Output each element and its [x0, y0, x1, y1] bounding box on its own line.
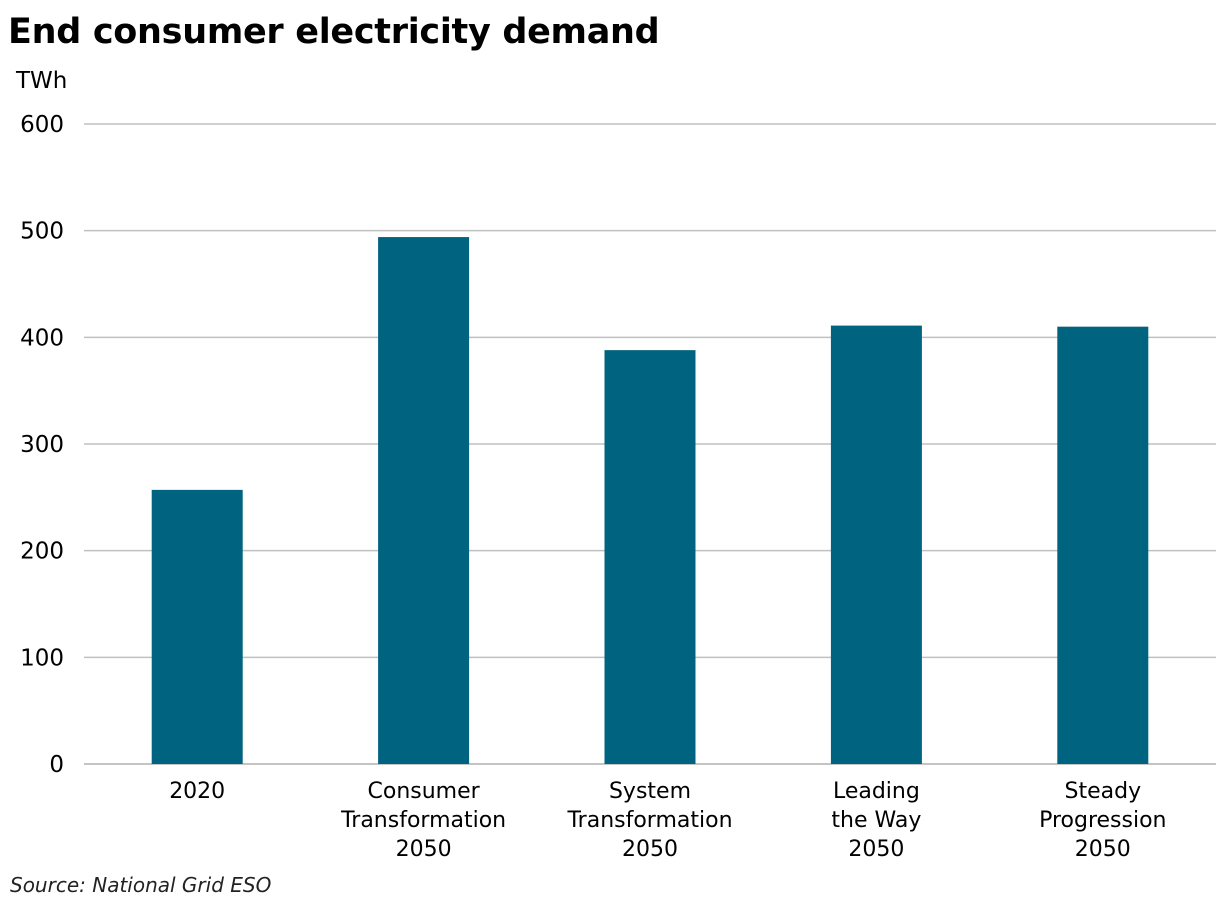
bar [830, 325, 922, 764]
y-axis-unit-label: TWh [15, 68, 67, 94]
y-tick-label: 500 [20, 219, 64, 245]
bar [151, 489, 243, 764]
x-tick-label: System Transformation 2050 [566, 779, 732, 862]
y-tick-label: 400 [20, 325, 64, 351]
x-tick-label: Consumer Transformation 2050 [340, 779, 506, 862]
x-tick-labels: 2020 Consumer Transformation 2050 System Tran… [169, 779, 1166, 862]
bar [378, 237, 470, 765]
y-tick-labels: 0 100 200 300 400 500 600 [20, 112, 64, 778]
y-tick-label: 200 [20, 539, 64, 565]
bar [604, 350, 696, 764]
x-tick-label: Leading the Way 2050 [831, 779, 921, 862]
source-note: Source: National Grid ESO [10, 873, 272, 897]
y-tick-label: 600 [20, 112, 64, 138]
y-tick-label: 100 [20, 645, 64, 671]
bar [1057, 326, 1149, 764]
bars [151, 237, 1149, 765]
x-tick-label: Steady Progression 2050 [1039, 779, 1166, 862]
chart-title: End consumer electricity demand [8, 12, 660, 52]
y-tick-label: 300 [20, 432, 64, 458]
y-tick-label: 0 [49, 752, 64, 778]
x-tick-label: 2020 [169, 779, 225, 804]
